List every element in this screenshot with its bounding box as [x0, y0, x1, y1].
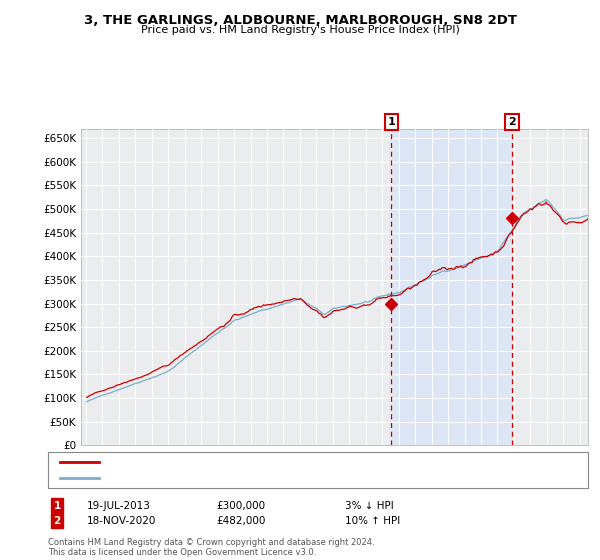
Text: Price paid vs. HM Land Registry's House Price Index (HPI): Price paid vs. HM Land Registry's House … — [140, 25, 460, 35]
Text: 3, THE GARLINGS, ALDBOURNE, MARLBOROUGH, SN8 2DT (detached house): 3, THE GARLINGS, ALDBOURNE, MARLBOROUGH,… — [105, 457, 481, 467]
Text: £482,000: £482,000 — [216, 516, 265, 526]
Text: HPI: Average price, detached house, Wiltshire: HPI: Average price, detached house, Wilt… — [105, 473, 329, 483]
Text: 1: 1 — [53, 501, 61, 511]
Text: 2: 2 — [53, 516, 61, 526]
Text: Contains HM Land Registry data © Crown copyright and database right 2024.
This d: Contains HM Land Registry data © Crown c… — [48, 538, 374, 557]
Text: 18-NOV-2020: 18-NOV-2020 — [87, 516, 157, 526]
Text: £300,000: £300,000 — [216, 501, 265, 511]
Text: 2: 2 — [508, 117, 516, 127]
Bar — [391, 129, 512, 445]
Text: 1: 1 — [388, 117, 395, 127]
Text: 3% ↓ HPI: 3% ↓ HPI — [345, 501, 394, 511]
Text: 10% ↑ HPI: 10% ↑ HPI — [345, 516, 400, 526]
Text: 3, THE GARLINGS, ALDBOURNE, MARLBOROUGH, SN8 2DT: 3, THE GARLINGS, ALDBOURNE, MARLBOROUGH,… — [83, 14, 517, 27]
Text: 19-JUL-2013: 19-JUL-2013 — [87, 501, 151, 511]
